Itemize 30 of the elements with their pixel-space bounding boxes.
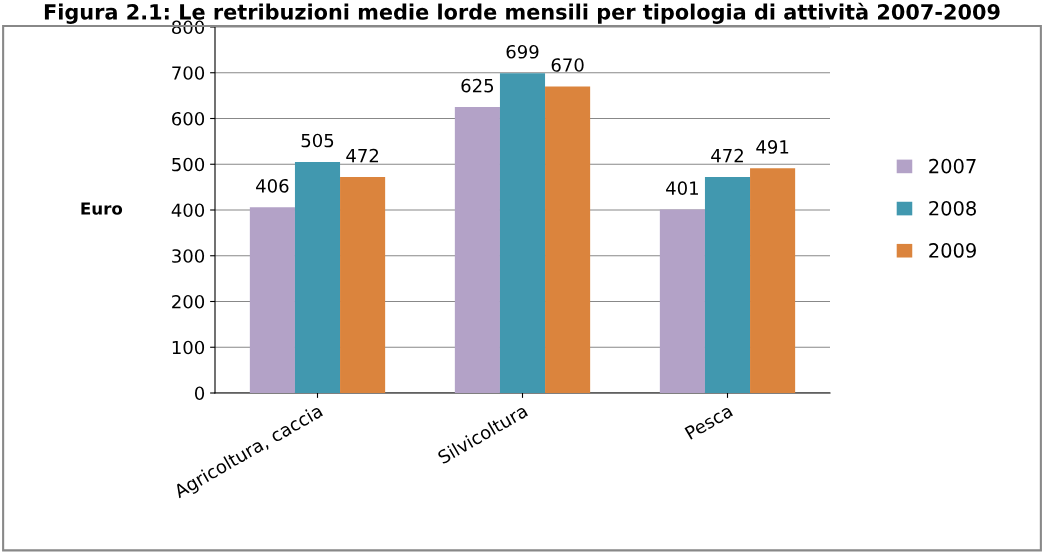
bar bbox=[750, 168, 796, 393]
bar bbox=[249, 207, 295, 393]
data-label: 472 bbox=[711, 148, 743, 163]
data-label: 406 bbox=[256, 178, 289, 193]
bar bbox=[340, 177, 386, 393]
bar bbox=[659, 209, 705, 393]
data-label: 699 bbox=[506, 44, 539, 59]
bar bbox=[545, 86, 591, 393]
legend-label: 2009 bbox=[929, 243, 976, 258]
data-label: 625 bbox=[461, 78, 494, 93]
legend-label: 2008 bbox=[929, 200, 976, 216]
bar bbox=[499, 73, 546, 393]
y-tick-label: 300 bbox=[172, 249, 205, 263]
y-tick-label: 400 bbox=[171, 203, 205, 218]
y-tick-label: 200 bbox=[172, 294, 205, 309]
bar bbox=[454, 107, 500, 393]
data-label: 401 bbox=[666, 181, 698, 195]
y-tick-label: 100 bbox=[172, 340, 205, 355]
bar bbox=[704, 177, 751, 393]
data-label: 505 bbox=[301, 133, 334, 148]
bar bbox=[294, 161, 341, 393]
data-label: 472 bbox=[346, 148, 379, 163]
y-tick-label: 600 bbox=[172, 111, 205, 126]
legend-label: 2007 bbox=[929, 158, 976, 174]
y-tick-label: 700 bbox=[172, 66, 205, 80]
y-tick-label: 500 bbox=[172, 157, 205, 172]
y-axis-title: Euro bbox=[81, 202, 123, 215]
data-label: 491 bbox=[756, 140, 789, 154]
y-tick-label: 0 bbox=[194, 386, 205, 401]
data-label: 670 bbox=[551, 58, 584, 72]
